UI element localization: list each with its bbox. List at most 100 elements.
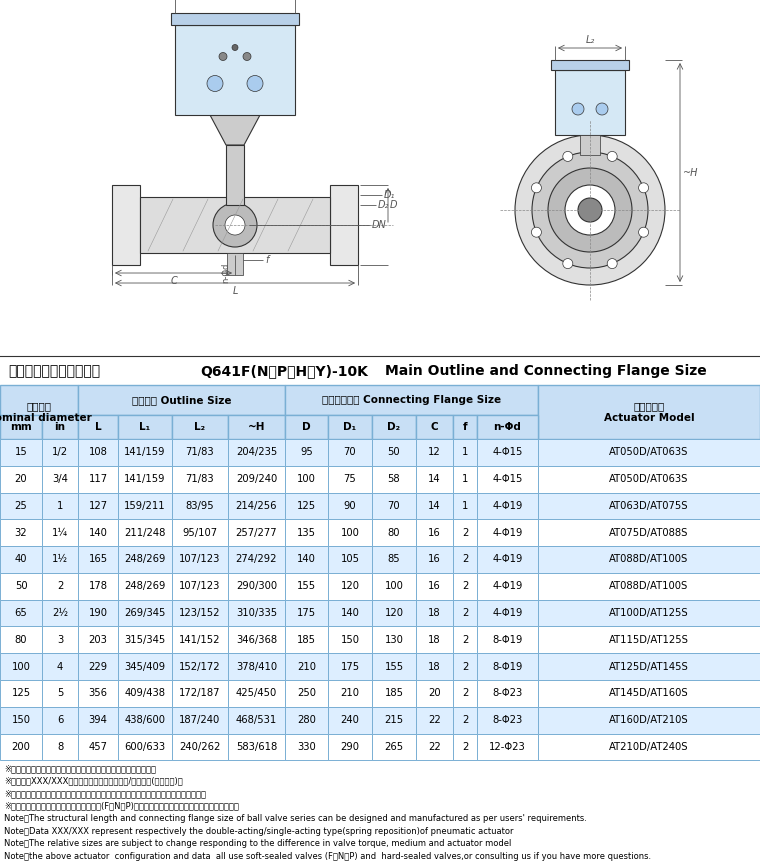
Text: 240: 240 <box>340 715 359 725</box>
Text: L: L <box>233 286 238 296</box>
Bar <box>228 415 285 439</box>
Text: 执行器型号
Actuator Model: 执行器型号 Actuator Model <box>603 401 695 423</box>
Text: 248/269: 248/269 <box>125 582 166 591</box>
Bar <box>228 680 285 707</box>
Text: 58: 58 <box>388 474 401 484</box>
Text: C: C <box>431 422 439 432</box>
Text: Note：the above actuator  configuration and data  all use soft-sealed valves (F，N: Note：the above actuator configuration an… <box>4 852 651 860</box>
Text: 141/152: 141/152 <box>179 635 220 645</box>
Text: 8-Φ19: 8-Φ19 <box>492 661 523 672</box>
Bar <box>285 627 328 654</box>
Bar <box>416 546 453 573</box>
Bar <box>538 654 760 680</box>
Bar <box>285 385 538 415</box>
Bar <box>328 492 372 519</box>
Text: 71/83: 71/83 <box>185 474 214 484</box>
Bar <box>42 466 78 492</box>
Text: 107/123: 107/123 <box>179 582 220 591</box>
Bar <box>0 439 42 466</box>
Bar <box>0 600 42 627</box>
Text: 135: 135 <box>297 528 316 537</box>
Text: 257/277: 257/277 <box>236 528 277 537</box>
Text: 2: 2 <box>462 661 468 672</box>
Text: 80: 80 <box>388 528 401 537</box>
Bar <box>118 546 172 573</box>
Bar <box>477 573 538 600</box>
Circle shape <box>572 103 584 115</box>
Bar <box>416 627 453 654</box>
Text: 25: 25 <box>14 501 27 511</box>
Bar <box>172 519 228 546</box>
Bar <box>555 70 625 135</box>
Bar <box>330 185 358 265</box>
Bar <box>328 546 372 573</box>
Bar <box>285 600 328 627</box>
Polygon shape <box>210 115 260 145</box>
Text: 4-Φ19: 4-Φ19 <box>492 528 523 537</box>
Text: AT088D/AT100S: AT088D/AT100S <box>610 582 689 591</box>
Text: n-Φd: n-Φd <box>493 422 521 432</box>
Bar <box>372 707 416 733</box>
Text: 16: 16 <box>428 528 441 537</box>
Text: 172/187: 172/187 <box>179 688 220 699</box>
Text: 178: 178 <box>88 582 107 591</box>
Bar <box>477 466 538 492</box>
Circle shape <box>213 203 257 247</box>
Bar <box>118 600 172 627</box>
Bar <box>0 546 42 573</box>
Bar <box>172 680 228 707</box>
Text: 280: 280 <box>297 715 316 725</box>
Bar <box>285 654 328 680</box>
Text: 50: 50 <box>14 582 27 591</box>
Text: 18: 18 <box>428 635 441 645</box>
Bar <box>328 466 372 492</box>
Bar <box>477 600 538 627</box>
Bar <box>118 492 172 519</box>
Text: 2: 2 <box>462 582 468 591</box>
Bar <box>416 492 453 519</box>
Bar <box>78 439 118 466</box>
Circle shape <box>219 52 227 61</box>
Bar <box>285 546 328 573</box>
Bar <box>453 519 477 546</box>
Text: 8-Φ19: 8-Φ19 <box>492 635 523 645</box>
Bar <box>416 519 453 546</box>
Bar <box>453 415 477 439</box>
Text: 连接法兰尺寸 Connecting Flange Size: 连接法兰尺寸 Connecting Flange Size <box>322 395 501 405</box>
Bar <box>328 600 372 627</box>
Bar <box>228 519 285 546</box>
Text: 16: 16 <box>428 582 441 591</box>
Bar <box>0 627 42 654</box>
Bar <box>172 707 228 733</box>
Bar <box>372 492 416 519</box>
Bar <box>453 707 477 733</box>
Text: 211/248: 211/248 <box>125 528 166 537</box>
Bar <box>477 627 538 654</box>
Bar <box>285 680 328 707</box>
Text: AT063D/AT075S: AT063D/AT075S <box>610 501 689 511</box>
Text: f: f <box>265 255 268 265</box>
Text: 200: 200 <box>11 742 30 752</box>
Bar <box>538 600 760 627</box>
Bar <box>42 439 78 466</box>
Text: 125: 125 <box>11 688 30 699</box>
Text: 100: 100 <box>340 528 359 537</box>
Bar <box>172 573 228 600</box>
Text: 3/4: 3/4 <box>52 474 68 484</box>
Bar <box>0 707 42 733</box>
Text: 14: 14 <box>428 501 441 511</box>
Bar <box>416 600 453 627</box>
Text: AT210D/AT240S: AT210D/AT240S <box>610 742 689 752</box>
Text: 32: 32 <box>14 528 27 537</box>
Bar <box>0 385 78 439</box>
Bar <box>78 627 118 654</box>
Circle shape <box>638 183 648 193</box>
Bar <box>285 573 328 600</box>
Text: 190: 190 <box>88 608 107 618</box>
Text: AT050D/AT063S: AT050D/AT063S <box>610 447 689 457</box>
Bar <box>228 573 285 600</box>
Text: 117: 117 <box>88 474 108 484</box>
Bar <box>538 707 760 733</box>
Bar <box>78 385 285 415</box>
Text: AT075D/AT088S: AT075D/AT088S <box>610 528 689 537</box>
